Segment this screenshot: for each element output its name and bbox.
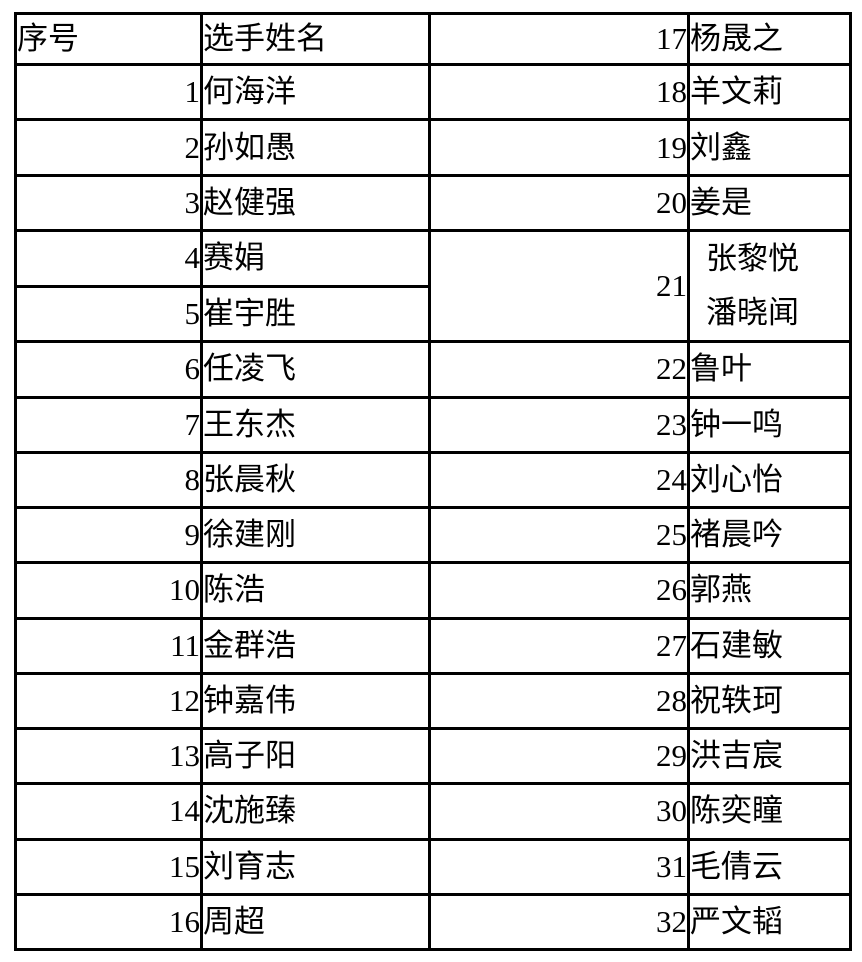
name-cell: 徐建刚 xyxy=(200,506,431,565)
name-header-cell: 选手姓名 xyxy=(200,11,431,67)
serial-cell: 19 xyxy=(428,118,690,177)
serial-cell: 2 xyxy=(14,118,203,177)
serial-cell: 15 xyxy=(14,837,203,896)
serial-cell: 31 xyxy=(428,837,690,896)
name-cell: 杨晟之 xyxy=(687,11,852,67)
name-cell: 陈奕瞳 xyxy=(687,782,852,841)
serial-cell: 7 xyxy=(14,395,203,454)
name-cell: 郭燕 xyxy=(687,561,852,620)
name-cell: 任凌飞 xyxy=(200,340,431,399)
serial-cell: 8 xyxy=(14,450,203,510)
name-cell: 毛倩云 xyxy=(687,837,852,896)
table-row: 11 金群浩 27 石建敏 xyxy=(14,616,852,675)
serial-cell: 28 xyxy=(428,671,690,731)
table-row: 5 崔宇胜 xyxy=(14,284,851,344)
serial-cell: 11 xyxy=(14,616,203,675)
name-cell: 刘心怡 xyxy=(687,450,852,510)
table-row: 8 张晨秋 24 刘心怡 xyxy=(14,450,852,510)
table-row: 14 沈施臻 30 陈奕瞳 xyxy=(14,782,852,841)
serial-cell: 1 xyxy=(14,63,203,122)
serial-cell: 12 xyxy=(14,671,203,731)
serial-header-cell: 序号 xyxy=(14,11,203,67)
name-line-1: 张黎悦 xyxy=(706,241,799,277)
name-cell: 沈施臻 xyxy=(200,782,431,841)
serial-cell: 32 xyxy=(428,892,690,952)
serial-cell: 26 xyxy=(428,561,690,620)
name-cell: 崔宇胜 xyxy=(200,284,431,344)
name-cell: 鲁叶 xyxy=(687,340,852,399)
serial-cell: 9 xyxy=(14,506,203,565)
name-cell: 赛娟 xyxy=(200,228,431,288)
name-cell: 赵健强 xyxy=(200,173,431,232)
table-row: 序号 选手姓名 17 杨晟之 xyxy=(14,11,852,67)
table-row: 16 周超 32 严文韬 xyxy=(14,892,852,952)
serial-cell: 25 xyxy=(428,506,690,565)
serial-cell: 17 xyxy=(428,11,690,67)
serial-cell: 16 xyxy=(14,892,203,952)
table-row: 9 徐建刚 25 褚晨吟 xyxy=(14,506,852,565)
serial-cell: 29 xyxy=(428,727,690,786)
serial-cell: 22 xyxy=(428,340,690,399)
table-row: 4 赛娟 21 张黎悦 潘晓闻 xyxy=(14,228,852,344)
serial-cell: 10 xyxy=(14,561,203,620)
name-line-2: 潘晓闻 xyxy=(706,295,799,331)
serial-cell: 30 xyxy=(428,782,690,841)
name-cell: 孙如愚 xyxy=(200,118,431,177)
table-row: 10 陈浩 26 郭燕 xyxy=(14,561,852,620)
serial-cell-merged: 21 xyxy=(428,228,690,344)
name-cell-merged: 张黎悦 潘晓闻 xyxy=(687,228,852,344)
name-cell: 钟一鸣 xyxy=(687,395,852,454)
serial-cell: 14 xyxy=(14,782,203,841)
serial-cell: 23 xyxy=(428,395,690,454)
name-cell: 周超 xyxy=(200,892,431,952)
table-row: 1 何海洋 18 羊文莉 xyxy=(14,63,852,122)
name-cell: 陈浩 xyxy=(200,561,431,620)
name-cell: 钟嘉伟 xyxy=(200,671,431,731)
serial-cell: 6 xyxy=(14,340,203,399)
name-cell: 羊文莉 xyxy=(687,63,852,122)
serial-cell: 27 xyxy=(428,616,690,675)
table-row: 7 王东杰 23 钟一鸣 xyxy=(14,395,852,454)
serial-cell: 24 xyxy=(428,450,690,510)
name-cell: 金群浩 xyxy=(200,616,431,675)
name-cell: 刘育志 xyxy=(200,837,431,896)
name-cell: 祝轶珂 xyxy=(687,671,852,731)
serial-cell: 18 xyxy=(428,63,690,122)
name-cell: 刘鑫 xyxy=(687,118,852,177)
serial-cell: 5 xyxy=(14,284,203,344)
name-cell: 褚晨吟 xyxy=(687,506,852,565)
table-row: 2 孙如愚 19 刘鑫 xyxy=(14,118,852,177)
table-row: 3 赵健强 20 姜是 xyxy=(14,173,852,232)
table-row: 13 高子阳 29 洪吉宸 xyxy=(14,727,852,786)
name-cell: 姜是 xyxy=(687,173,852,232)
name-cell: 张晨秋 xyxy=(200,450,431,510)
name-cell: 何海洋 xyxy=(200,63,431,122)
table-row: 15 刘育志 31 毛倩云 xyxy=(14,837,852,896)
name-cell: 王东杰 xyxy=(200,395,431,454)
name-cell: 洪吉宸 xyxy=(687,727,852,786)
table-row: 6 任凌飞 22 鲁叶 xyxy=(14,340,852,399)
name-cell: 石建敏 xyxy=(687,616,852,675)
table-row: 12 钟嘉伟 28 祝轶珂 xyxy=(14,671,852,731)
serial-cell: 13 xyxy=(14,727,203,786)
serial-cell: 3 xyxy=(14,173,203,232)
contestant-roster-table: 序号 选手姓名 17 杨晟之 1 何海洋 18 羊文莉 2 孙如愚 19 刘鑫 … xyxy=(14,11,852,952)
serial-cell: 20 xyxy=(428,173,690,232)
name-cell: 高子阳 xyxy=(200,727,431,786)
name-cell: 严文韬 xyxy=(687,892,852,952)
serial-cell: 4 xyxy=(14,228,203,288)
